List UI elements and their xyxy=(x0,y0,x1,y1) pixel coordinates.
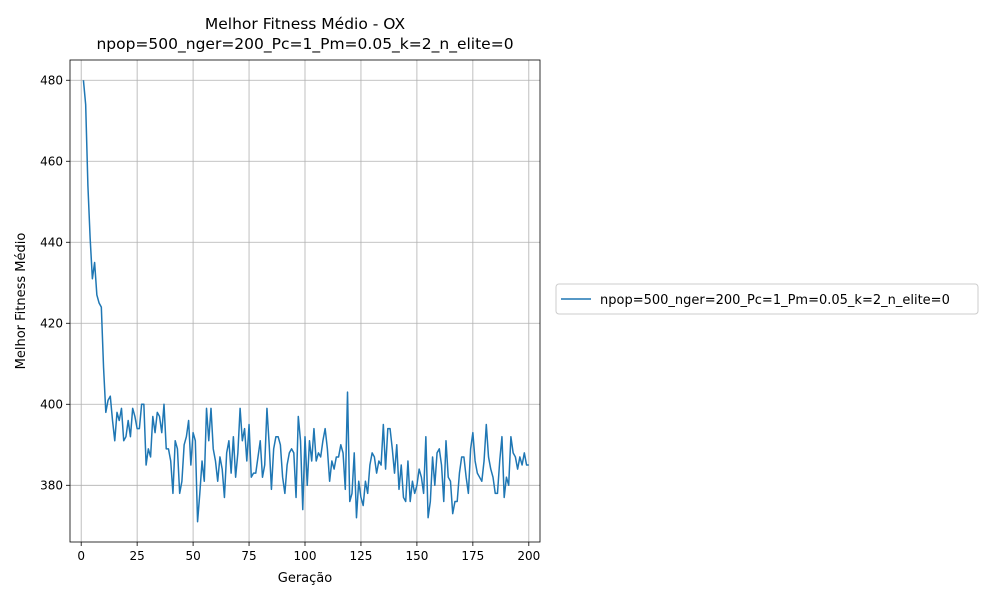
legend-box xyxy=(555,283,979,315)
y-tick-label: 380 xyxy=(40,478,63,492)
series-line xyxy=(82,80,529,523)
x-tick-label: 125 xyxy=(349,549,372,563)
y-tick-label: 420 xyxy=(40,316,63,330)
x-tick-label: 0 xyxy=(77,549,85,563)
y-tick-label: 400 xyxy=(40,397,63,411)
chart-title: Melhor Fitness Médio - OX xyxy=(205,15,406,33)
x-tick-label: 25 xyxy=(130,549,145,563)
y-tick-label: 440 xyxy=(40,235,63,249)
x-tick-label: 50 xyxy=(185,549,200,563)
legend: npop=500_nger=200_Pc=1_Pm=0.05_k=2_n_eli… xyxy=(555,283,979,315)
chart-subtitle: npop=500_nger=200_Pc=1_Pm=0.05_k=2_n_eli… xyxy=(96,35,513,54)
y-tick-label: 480 xyxy=(40,73,63,87)
axis-ticks: 0 25 50 75 100 125 150 175 200 380 400 420 440 460 480 xyxy=(40,73,540,563)
x-tick-label: 150 xyxy=(405,549,428,563)
x-tick-label: 200 xyxy=(517,549,540,563)
x-tick-label: 100 xyxy=(294,549,317,563)
y-tick-label: 460 xyxy=(40,154,63,168)
plot-area-frame xyxy=(69,59,541,543)
legend-entry-label: npop=500_nger=200_Pc=1_Pm=0.05_k=2_n_eli… xyxy=(600,293,950,308)
x-tick-label: 175 xyxy=(461,549,484,563)
x-tick-label: 75 xyxy=(241,549,256,563)
grid xyxy=(70,60,540,542)
x-axis-label: Geração xyxy=(278,571,332,586)
y-axis-label: Melhor Fitness Médio xyxy=(14,233,29,370)
